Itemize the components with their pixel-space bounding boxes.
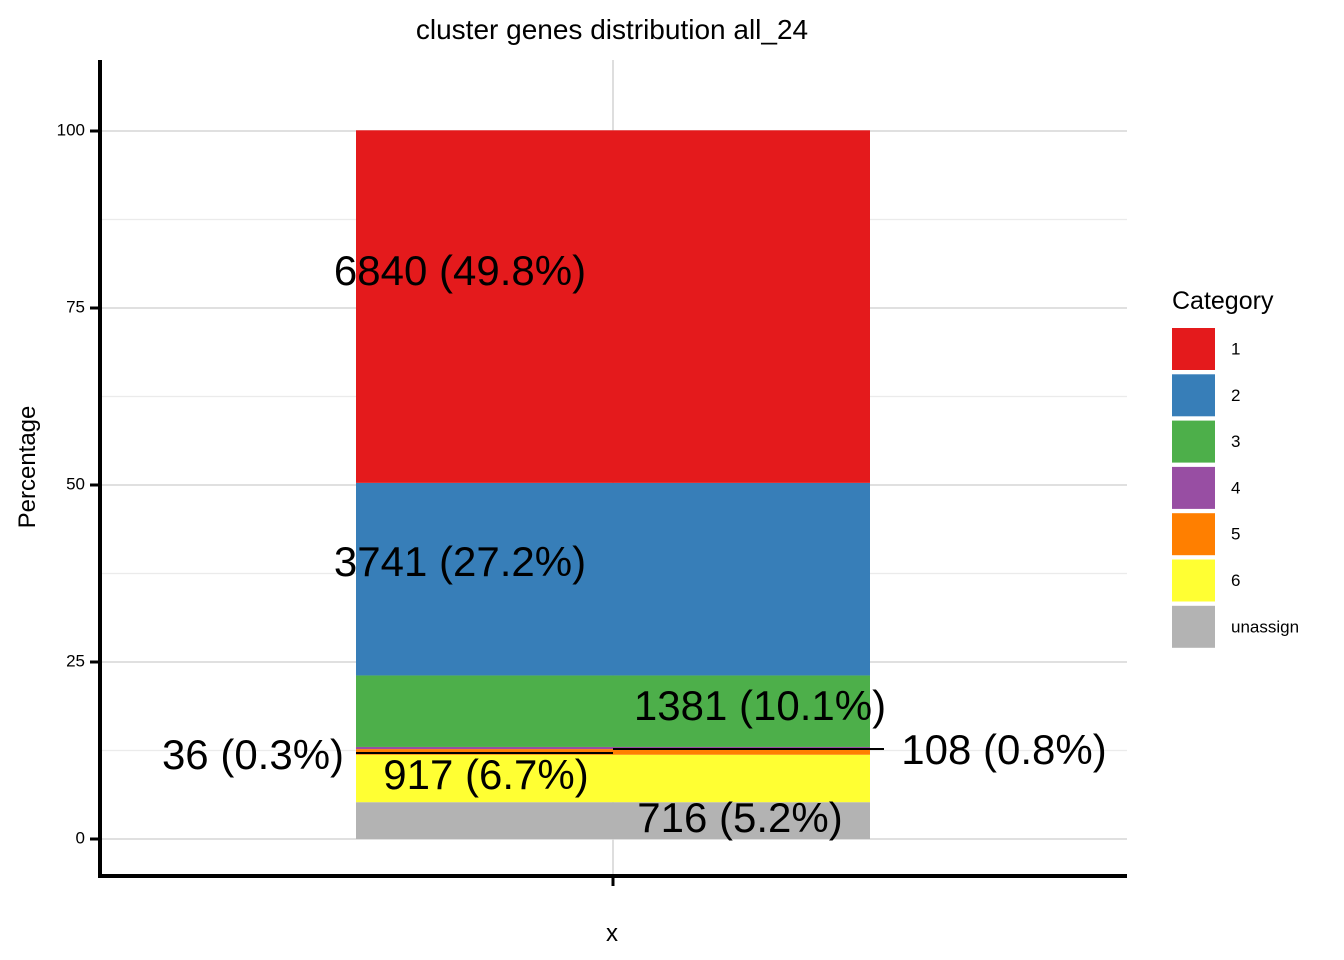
legend: Category 1 2 3 4 5 6 unassign bbox=[1172, 287, 1299, 648]
y-tick-label: 75 bbox=[66, 297, 85, 316]
y-tick-label: 25 bbox=[66, 651, 85, 670]
data-labels: 6840 (49.8%) 3741 (27.2%) 1381 (10.1%) 36 (… bbox=[162, 247, 1107, 841]
data-label-4: 36 (0.3%) bbox=[162, 731, 344, 778]
y-axis-label: Percentage bbox=[14, 406, 41, 529]
data-label-2: 3741 (27.2%) bbox=[334, 538, 586, 585]
data-label-unassign: 716 (5.2%) bbox=[637, 794, 842, 841]
legend-label-4: 4 bbox=[1231, 478, 1240, 497]
legend-label-unassign: unassign bbox=[1231, 617, 1299, 636]
legend-label-2: 2 bbox=[1231, 386, 1240, 405]
bar-segment-5 bbox=[356, 749, 870, 755]
data-label-6: 917 (6.7%) bbox=[383, 751, 588, 798]
legend-key-4 bbox=[1172, 466, 1215, 509]
legend-label-6: 6 bbox=[1231, 571, 1240, 590]
bar-segment-1 bbox=[356, 130, 870, 483]
legend-title: Category bbox=[1172, 287, 1274, 315]
bar-segment-6 bbox=[356, 754, 870, 803]
legend-key-5 bbox=[1172, 513, 1215, 556]
axes: 0 25 50 75 100 bbox=[57, 60, 1127, 886]
legend-key-6 bbox=[1172, 559, 1215, 602]
legend-key-3 bbox=[1172, 420, 1215, 463]
chart-title: cluster genes distribution all_24 bbox=[416, 14, 808, 45]
legend-key-1 bbox=[1172, 328, 1215, 370]
legend-label-3: 3 bbox=[1231, 432, 1240, 451]
legend-label-5: 5 bbox=[1231, 525, 1240, 544]
legend-label-1: 1 bbox=[1231, 339, 1240, 358]
y-tick-label: 50 bbox=[66, 474, 85, 493]
bar-segment-unassign bbox=[356, 802, 870, 839]
bar-segment-2 bbox=[356, 482, 870, 676]
data-label-5: 108 (0.8%) bbox=[901, 726, 1106, 773]
data-label-1: 6840 (49.8%) bbox=[334, 247, 586, 294]
y-tick-label: 100 bbox=[57, 120, 85, 139]
legend-key-unassign bbox=[1172, 605, 1215, 648]
bar-segment-3 bbox=[356, 675, 870, 747]
legend-key-2 bbox=[1172, 374, 1215, 417]
x-axis-label: x bbox=[606, 920, 618, 947]
y-tick-label: 0 bbox=[76, 828, 85, 847]
bars bbox=[356, 130, 870, 839]
data-label-3: 1381 (10.1%) bbox=[634, 682, 886, 729]
